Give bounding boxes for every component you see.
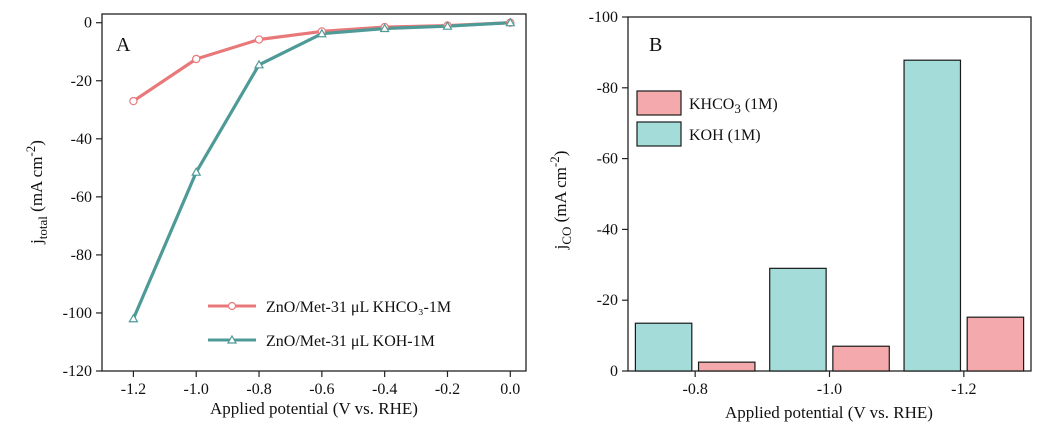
data-point-koh-0-2: [442, 20, 453, 30]
panel-a-y-tick-label-100: -100: [63, 305, 92, 322]
panel-b-letter: B: [649, 34, 662, 56]
panel-a-x-axis: -1.2 -1.0 -0.8 -0.6 -0.4 -0.2 0.0: [121, 371, 520, 398]
panel-b-y-axis: 0 -20 -40 -60 -80 -100: [589, 9, 628, 380]
legend-label-khco3-bar: KHCO3 (1M): [689, 96, 778, 116]
panel-b-y-title-unit: (mA cm: [551, 167, 570, 227]
panel-a-y-title-close: ): [27, 140, 46, 146]
bar-khco3-1-2: [966, 316, 1025, 372]
legend-label-koh-bar: KOH (1M): [689, 127, 761, 144]
panel-b-y-title-sup: -2: [547, 156, 562, 167]
panel-b-y-tick-label-20: -20: [597, 292, 618, 309]
data-point-khco3-0-8: [254, 35, 264, 44]
legend-marker-koh: [226, 334, 238, 344]
panel-b-y-tick-label-100: -100: [589, 9, 618, 26]
legend-khco3-main: KHCO: [689, 96, 734, 113]
legend-swatch-khco3: [636, 90, 682, 116]
panel-a-x-tick-label-1-0: -1.0: [184, 381, 209, 398]
data-point-koh-0-8: [254, 59, 265, 69]
data-point-koh-0: [505, 17, 516, 27]
panel-a-x-tick-label-0-0: 0.0: [500, 381, 520, 398]
panel-a-letter: A: [116, 34, 131, 56]
panel-b-legend: KHCO3 (1M) KOH (1M): [636, 90, 778, 147]
panel-a-y-title-sup: -2: [23, 146, 38, 157]
data-point-khco3-1: [192, 54, 201, 64]
panel-a-y-title-unit: (mA cm: [27, 157, 46, 217]
data-point-koh-1-2: [128, 313, 139, 323]
panel-b-y-tick-label-40: -40: [597, 221, 618, 238]
bar-koh-0-8: [634, 322, 693, 372]
data-point-khco3-1-2: [129, 96, 138, 106]
panel-b-y-tick-label-0: 0: [610, 363, 618, 380]
panel-a-x-tick-label-1-2: -1.2: [121, 381, 146, 398]
data-point-koh-1: [191, 166, 202, 176]
bar-khco3-0-8: [697, 361, 756, 372]
legend-khco3-sub: 3: [734, 101, 741, 116]
legend-swatch-koh: [636, 121, 682, 147]
panel-b-x-tick-label-1-2: -1.2: [951, 381, 976, 398]
panel-b-x-tick-label-0-8: -0.8: [683, 381, 708, 398]
data-point-koh-0-6: [316, 28, 327, 38]
data-point-koh-0-4: [379, 23, 390, 33]
bar-koh-1-2: [903, 59, 962, 372]
panel-a-x-tick-label-0-4: -0.4: [372, 381, 397, 398]
panel-a-y-tick-label-80: -80: [71, 247, 92, 264]
series-line-koh: [131, 21, 511, 320]
bar-koh-1-0: [769, 267, 827, 372]
panel-a-y-axis: 0 -20 -40 -60 -80 -100 -120: [63, 15, 102, 380]
panel-a-y-tick-label-60: -60: [71, 189, 92, 206]
panel-b-x-tick-label-1-0: -1.0: [817, 381, 842, 398]
panel-a-y-tick-label-120: -120: [63, 363, 92, 380]
panel-b-x-axis: -0.8 -1.0 -1.2: [683, 371, 976, 398]
panel-b: B -0.8 -1.0 -1.2 0 -20 -40 -60 -80 -100 Applied…: [547, 9, 1032, 422]
legend-khco3-tail: (1M): [741, 96, 778, 113]
legend-koh-main: KOH: [689, 127, 724, 144]
panel-b-x-axis-title: Applied potential (V vs. RHE): [725, 403, 933, 422]
panel-b-y-title-close: ): [551, 151, 570, 157]
legend-koh-tail: (1M): [724, 127, 761, 144]
panel-b-y-tick-label-60: -60: [597, 151, 618, 168]
bar-khco3-1-0: [832, 345, 890, 372]
panel-a-y-title-sub: total: [35, 216, 50, 239]
panel-a: A -1.2 -1.0 -0.8 -0.6 -0.4 -0.2 0.0 0 -20 -40 -60…: [23, 13, 527, 418]
legend-marker-khco3: [227, 301, 237, 311]
legend-label-khco3: ZnO/Met-31 μL KHCO₃-1M: [266, 299, 451, 316]
panel-a-x-tick-label-0-8: -0.8: [246, 381, 271, 398]
panel-a-y-axis-title: jtotal (mA cm-2): [23, 140, 50, 245]
panel-a-x-tick-label-0-6: -0.6: [309, 381, 334, 398]
panel-a-y-tick-label-40: -40: [71, 131, 92, 148]
panel-a-x-tick-label-0-2: -0.2: [435, 381, 460, 398]
panel-a-x-axis-title: Applied potential (V vs. RHE): [210, 399, 418, 418]
panel-a-frame: [101, 13, 527, 372]
panel-a-plot-area: [128, 17, 516, 323]
panel-a-y-title-base: j: [27, 239, 46, 245]
panel-b-y-title-sub: CO: [559, 227, 574, 245]
panel-a-y-tick-label-0: 0: [84, 15, 92, 32]
panel-b-plot-area: [634, 59, 1025, 372]
panel-b-y-axis-title: jCO (mA cm-2): [547, 151, 574, 251]
panel-a-y-tick-label-20: -20: [71, 73, 92, 90]
legend-label-koh: ZnO/Met-31 μL KOH-1M: [266, 333, 435, 350]
panel-b-y-tick-label-80: -80: [597, 80, 618, 97]
panel-a-legend: ZnO/Met-31 μL KHCO₃-1M ZnO/Met-31 μL KOH…: [208, 299, 451, 350]
panel-b-y-title-base: j: [551, 245, 570, 251]
